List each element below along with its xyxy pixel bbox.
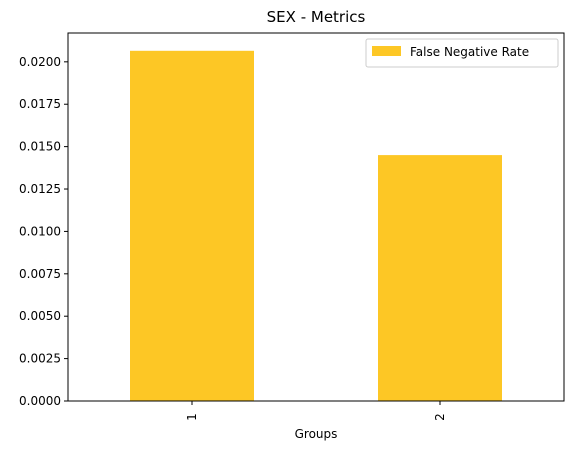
y-tick-label: 0.0125 [19,182,61,196]
legend-frame [365,38,559,68]
x-tick-label: 1 [185,413,199,421]
y-tick-label: 0.0100 [19,224,61,238]
legend-swatch [372,46,401,56]
legend: False Negative Rate [365,38,559,68]
legend-label: False Negative Rate [410,45,529,59]
y-tick-label: 0.0025 [19,352,61,366]
x-axis-label: Groups [295,427,338,441]
bar-2 [378,155,502,401]
bar-1 [130,50,254,401]
y-tick-label: 0.0200 [19,55,61,69]
plot-frame [67,32,565,402]
y-tick-label: 0.0175 [19,97,61,111]
y-tick-label: 0.0150 [19,140,61,154]
y-tick-label: 0.0075 [19,267,61,281]
chart-title: SEX - Metrics [267,8,366,26]
x-tick-label: 2 [433,413,447,421]
y-tick-label: 0.0050 [19,309,61,323]
y-tick-label: 0.0000 [19,394,61,408]
